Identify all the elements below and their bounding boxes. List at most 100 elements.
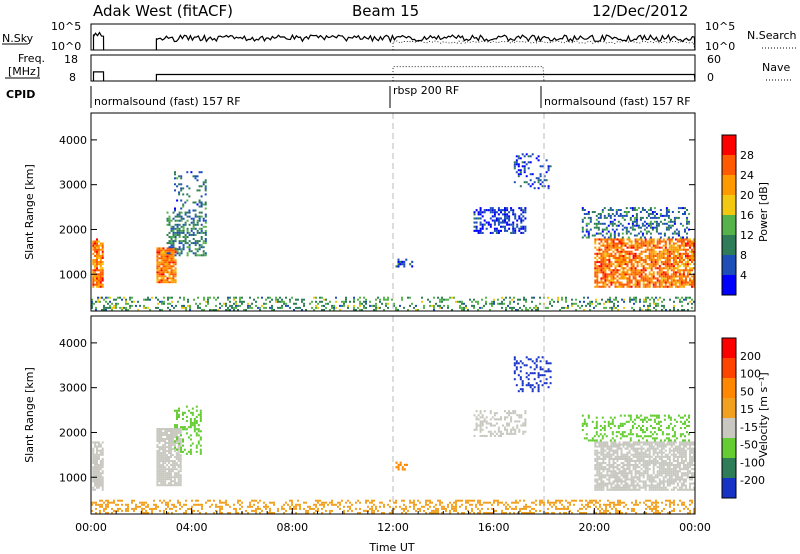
data-cell bbox=[646, 277, 649, 280]
data-cell bbox=[162, 446, 165, 449]
data-cell bbox=[610, 252, 613, 255]
data-cell bbox=[277, 298, 279, 301]
data-cell bbox=[197, 442, 200, 445]
data-cell bbox=[654, 254, 657, 257]
data-cell bbox=[670, 256, 673, 259]
data-cell bbox=[628, 468, 631, 471]
data-cell bbox=[479, 221, 482, 224]
data-cell bbox=[117, 509, 119, 512]
data-cell bbox=[197, 503, 199, 506]
data-cell bbox=[92, 449, 95, 452]
data-cell bbox=[515, 368, 518, 371]
data-cell bbox=[155, 306, 157, 309]
data-cell bbox=[672, 447, 675, 450]
data-cell bbox=[618, 238, 621, 241]
data-cell bbox=[636, 482, 639, 485]
data-cell bbox=[168, 484, 170, 487]
data-cell bbox=[668, 281, 671, 284]
data-cell bbox=[305, 501, 307, 504]
data-cell bbox=[158, 436, 161, 438]
data-cell bbox=[506, 416, 509, 419]
data-cell bbox=[521, 382, 524, 385]
data-cell bbox=[170, 255, 173, 258]
data-cell bbox=[156, 261, 159, 264]
data-cell bbox=[523, 364, 526, 367]
data-cell bbox=[627, 211, 630, 213]
data-cell bbox=[691, 478, 693, 481]
data-cell bbox=[596, 252, 599, 255]
data-cell bbox=[92, 283, 95, 286]
data-cell bbox=[162, 468, 165, 471]
data-cell bbox=[634, 285, 637, 288]
data-cell bbox=[609, 422, 612, 425]
data-cell bbox=[648, 476, 651, 479]
data-cell bbox=[595, 222, 598, 225]
data-cell bbox=[675, 420, 678, 423]
data-cell bbox=[678, 248, 681, 251]
data-cell bbox=[600, 285, 603, 288]
data-cell bbox=[644, 273, 647, 276]
data-cell bbox=[506, 428, 509, 431]
data-cell bbox=[604, 265, 607, 268]
data-cell bbox=[629, 232, 632, 235]
data-cell bbox=[632, 476, 635, 479]
data-cell bbox=[547, 185, 550, 188]
data-cell bbox=[634, 468, 637, 471]
data-cell bbox=[293, 507, 295, 510]
data-cell bbox=[255, 512, 257, 514]
colorbar-tick-label: 20 bbox=[740, 189, 754, 202]
data-cell bbox=[678, 466, 681, 469]
data-cell bbox=[596, 482, 599, 485]
data-cell bbox=[162, 448, 165, 451]
data-cell bbox=[638, 256, 641, 259]
data-cell bbox=[171, 503, 173, 506]
data-cell bbox=[642, 451, 645, 454]
data-cell bbox=[606, 486, 609, 489]
data-cell bbox=[612, 273, 615, 276]
data-cell bbox=[196, 221, 199, 224]
data-cell bbox=[168, 277, 171, 280]
data-cell bbox=[608, 464, 611, 467]
data-cell bbox=[663, 234, 666, 237]
data-cell bbox=[600, 466, 603, 469]
data-cell bbox=[125, 507, 127, 510]
data-cell bbox=[686, 216, 688, 219]
data-cell bbox=[598, 474, 601, 477]
data-cell bbox=[583, 309, 585, 311]
data-cell bbox=[99, 512, 101, 514]
data-cell bbox=[686, 236, 688, 239]
data-cell bbox=[506, 213, 509, 216]
data-cell bbox=[493, 430, 496, 433]
data-cell bbox=[508, 211, 511, 214]
data-cell bbox=[497, 217, 500, 220]
data-cell bbox=[92, 275, 95, 278]
data-cell bbox=[630, 285, 633, 288]
data-cell bbox=[192, 175, 195, 178]
data-cell bbox=[97, 285, 100, 288]
data-cell bbox=[642, 259, 645, 262]
data-cell bbox=[596, 267, 599, 270]
data-cell bbox=[631, 226, 634, 229]
data-cell bbox=[622, 443, 625, 446]
data-cell bbox=[607, 214, 610, 217]
data-cell bbox=[493, 434, 496, 437]
data-cell bbox=[313, 309, 315, 311]
data-cell bbox=[339, 501, 341, 504]
data-cell bbox=[648, 462, 651, 465]
data-cell bbox=[676, 279, 679, 282]
data-cell bbox=[691, 250, 693, 253]
data-cell bbox=[687, 309, 689, 311]
data-cell bbox=[649, 226, 652, 229]
data-cell bbox=[635, 298, 637, 301]
data-cell bbox=[672, 449, 675, 452]
data-cell bbox=[271, 512, 273, 514]
data-cell bbox=[674, 271, 677, 274]
data-cell bbox=[625, 228, 628, 231]
data-cell bbox=[183, 296, 185, 299]
data-cell bbox=[194, 227, 197, 230]
data-cell bbox=[612, 242, 615, 245]
data-cell bbox=[497, 209, 500, 212]
data-cell bbox=[678, 271, 681, 274]
data-cell bbox=[684, 486, 687, 489]
data-cell bbox=[191, 422, 194, 425]
